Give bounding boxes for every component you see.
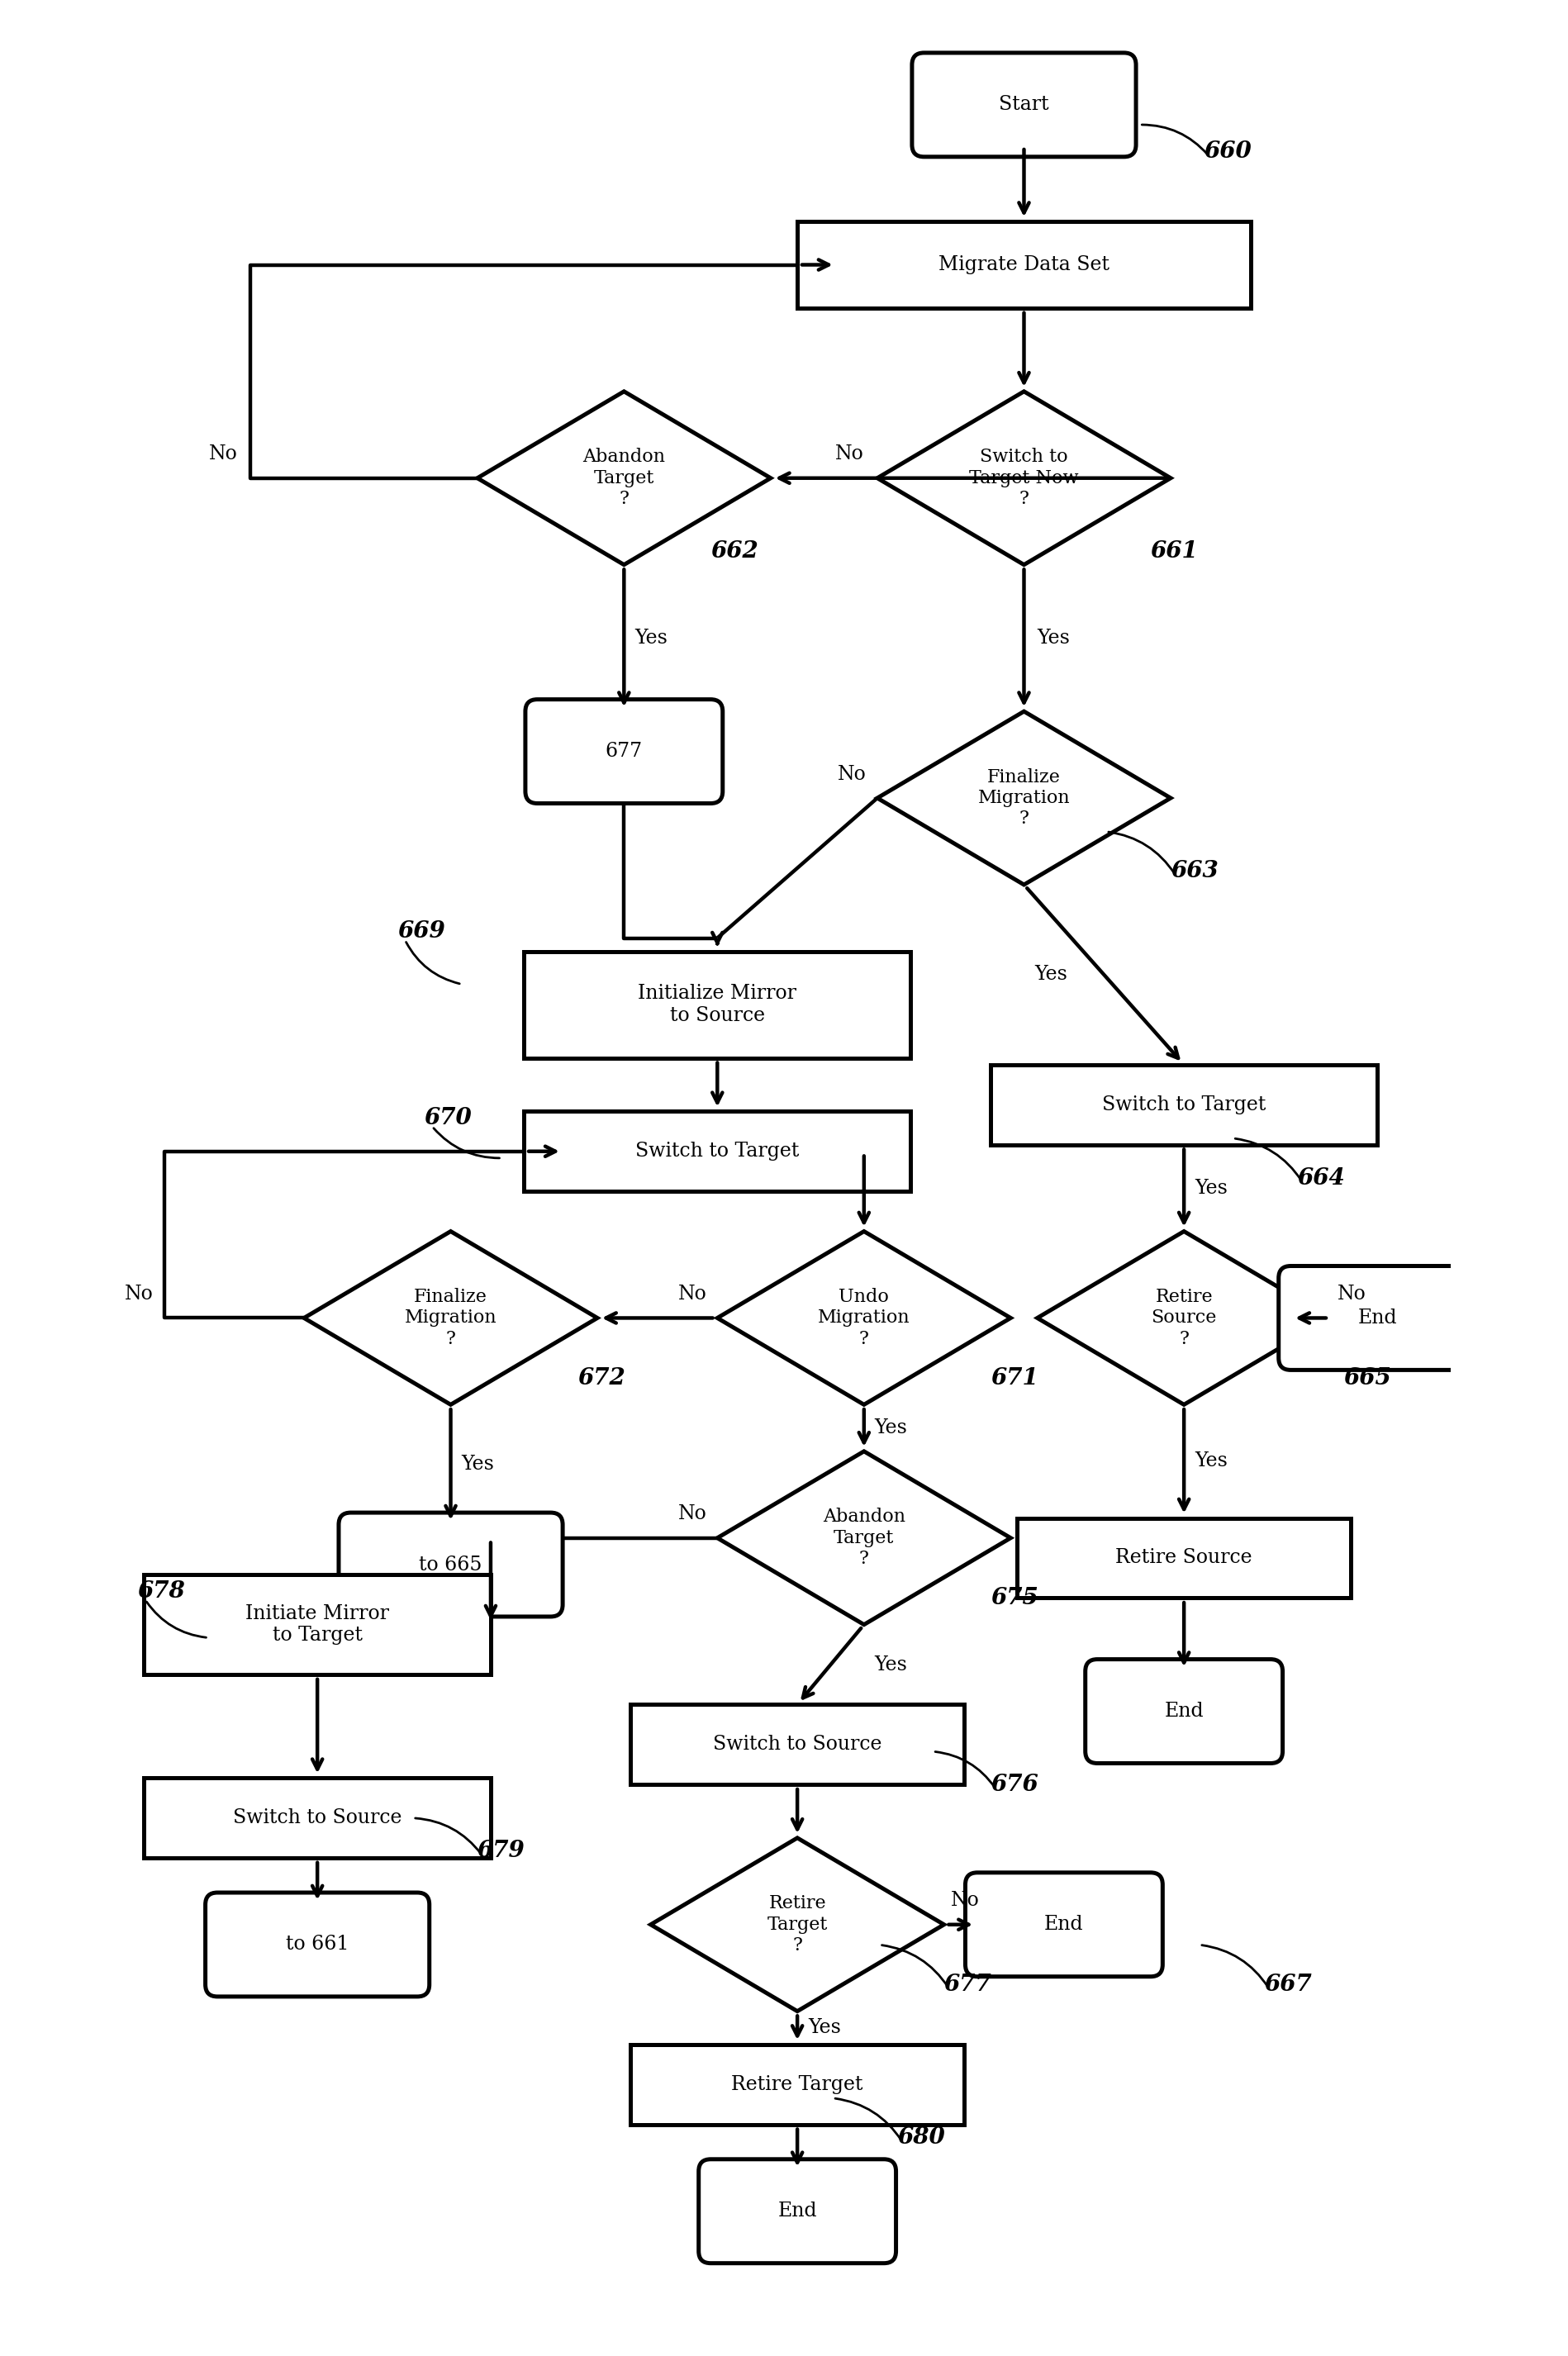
Text: Yes: Yes	[1035, 966, 1068, 985]
Bar	[798, 221, 1251, 309]
Text: No: No	[209, 445, 237, 464]
Text: No: No	[837, 766, 867, 785]
Text: No: No	[950, 1892, 980, 1911]
Text: Finalize
Migration
?: Finalize Migration ?	[978, 768, 1069, 827]
Text: 670: 670	[423, 1107, 472, 1129]
Text: Yes: Yes	[1038, 629, 1071, 648]
Text: 677: 677	[944, 1974, 991, 1996]
Text: No: No	[125, 1284, 154, 1303]
Text: No: No	[836, 445, 864, 464]
Text: 675: 675	[991, 1588, 1038, 1609]
Bar	[630, 2045, 964, 2125]
Text: to 665: to 665	[419, 1555, 483, 1574]
Text: No: No	[1338, 1284, 1366, 1303]
FancyBboxPatch shape	[966, 1873, 1162, 1977]
Text: Yes: Yes	[1195, 1178, 1228, 1197]
Polygon shape	[878, 712, 1171, 886]
Text: 664: 664	[1297, 1166, 1345, 1190]
Text: 660: 660	[1204, 141, 1251, 163]
FancyBboxPatch shape	[913, 52, 1135, 158]
FancyBboxPatch shape	[1085, 1659, 1283, 1762]
Polygon shape	[878, 391, 1171, 565]
Text: Initialize Mirror
to Source: Initialize Mirror to Source	[638, 985, 797, 1025]
Text: 665: 665	[1344, 1366, 1392, 1390]
FancyBboxPatch shape	[1278, 1265, 1475, 1369]
Text: Switch to Target: Switch to Target	[1102, 1096, 1265, 1114]
Bar	[144, 1779, 491, 1859]
Text: 667: 667	[1264, 1974, 1312, 1996]
Polygon shape	[1038, 1232, 1331, 1404]
Text: Finalize
Migration
?: Finalize Migration ?	[405, 1289, 497, 1348]
Text: 669: 669	[397, 921, 445, 942]
FancyBboxPatch shape	[699, 2158, 895, 2264]
Text: Abandon
Target
?: Abandon Target ?	[823, 1508, 905, 1569]
Text: End: End	[778, 2203, 817, 2222]
FancyBboxPatch shape	[525, 700, 723, 803]
Text: Migrate Data Set: Migrate Data Set	[939, 254, 1110, 273]
Text: 672: 672	[577, 1366, 626, 1390]
Text: End: End	[1044, 1915, 1083, 1934]
Text: Yes: Yes	[875, 1656, 908, 1675]
Text: 663: 663	[1171, 860, 1218, 884]
Polygon shape	[477, 391, 770, 565]
Text: 671: 671	[991, 1366, 1038, 1390]
Bar	[630, 1706, 964, 1783]
Text: to 661: to 661	[285, 1934, 350, 1953]
Text: Retire
Source
?: Retire Source ?	[1151, 1289, 1217, 1348]
Text: Abandon
Target
?: Abandon Target ?	[583, 448, 665, 509]
Polygon shape	[717, 1232, 1011, 1404]
FancyBboxPatch shape	[339, 1513, 563, 1616]
Bar	[144, 1574, 491, 1675]
Text: Initiate Mirror
to Target: Initiate Mirror to Target	[246, 1604, 389, 1644]
Text: Retire Source: Retire Source	[1115, 1548, 1253, 1567]
Text: Retire
Target
?: Retire Target ?	[767, 1894, 828, 1955]
Polygon shape	[717, 1451, 1011, 1626]
Text: 679: 679	[477, 1840, 525, 1861]
Text: Switch to
Target Now
?: Switch to Target Now ?	[969, 448, 1079, 509]
Bar	[524, 952, 911, 1058]
Text: End: End	[1358, 1308, 1397, 1326]
Text: Yes: Yes	[875, 1418, 908, 1437]
Text: No: No	[677, 1284, 707, 1303]
Text: 677: 677	[605, 742, 643, 761]
Text: 680: 680	[897, 2127, 946, 2149]
Text: Switch to Source: Switch to Source	[713, 1734, 881, 1755]
FancyBboxPatch shape	[205, 1892, 430, 1996]
Bar	[524, 1112, 911, 1192]
Text: Yes: Yes	[461, 1456, 494, 1475]
Text: 676: 676	[991, 1774, 1038, 1795]
Text: Retire Target: Retire Target	[731, 2076, 864, 2094]
Text: 662: 662	[710, 540, 759, 563]
Text: Yes: Yes	[808, 2019, 840, 2038]
Text: End: End	[1165, 1701, 1204, 1720]
Text: Switch to Source: Switch to Source	[234, 1809, 401, 1828]
Text: Yes: Yes	[1195, 1451, 1228, 1470]
Text: 678: 678	[138, 1581, 185, 1602]
Text: Start: Start	[999, 94, 1049, 115]
Text: Undo
Migration
?: Undo Migration ?	[818, 1289, 909, 1348]
Bar	[1018, 1517, 1350, 1597]
Bar	[991, 1065, 1377, 1145]
Text: Yes: Yes	[635, 629, 668, 648]
Polygon shape	[304, 1232, 597, 1404]
Text: Switch to Target: Switch to Target	[635, 1143, 800, 1162]
Text: No: No	[677, 1505, 707, 1524]
Text: 661: 661	[1151, 540, 1198, 563]
Polygon shape	[651, 1838, 944, 2012]
